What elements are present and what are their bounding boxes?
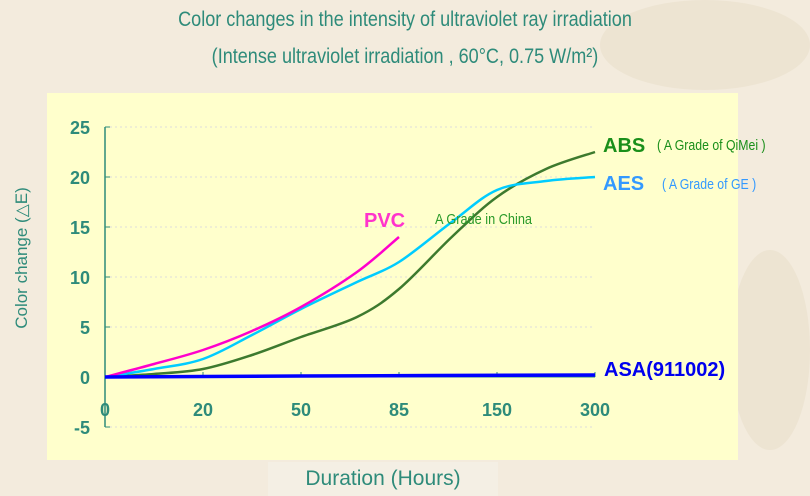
series-line-abs bbox=[104, 150, 596, 379]
x-tick-label: 150 bbox=[482, 400, 512, 420]
abs-note: ( A Grade of QiMei ) bbox=[657, 137, 766, 153]
series-line-pvc bbox=[104, 236, 400, 379]
plot-panel bbox=[47, 93, 738, 460]
background-decoration bbox=[730, 250, 810, 450]
y-tick-label: 20 bbox=[70, 168, 90, 188]
x-tick-label: 50 bbox=[291, 400, 311, 420]
abs-label: ABS bbox=[603, 135, 645, 157]
background-decoration bbox=[600, 0, 810, 90]
series-line-asa911002 bbox=[104, 373, 596, 379]
y-tick-label: 10 bbox=[70, 268, 90, 288]
chart-title: Color changes in the intensity of ultrav… bbox=[178, 8, 632, 31]
x-tick-label: 20 bbox=[193, 400, 213, 420]
y-tick-label: 5 bbox=[80, 318, 90, 338]
x-tick-label: 300 bbox=[580, 400, 610, 420]
asa-label: ASA(911002) bbox=[604, 359, 725, 381]
y-tick-label: 15 bbox=[70, 218, 90, 238]
x-tick-label: 0 bbox=[100, 400, 110, 420]
chart-subtitle: (Intense ultraviolet irradiation , 60°C,… bbox=[211, 45, 599, 68]
x-axis-label: Duration (Hours) bbox=[268, 462, 498, 496]
y-tick-label: -5 bbox=[74, 418, 90, 438]
y-tick-label: 25 bbox=[70, 118, 90, 138]
y-axis-label: Color change (△E) bbox=[12, 187, 31, 329]
china-label: A Grade in China bbox=[435, 210, 532, 227]
aes-note: ( A Grade of GE ) bbox=[662, 176, 756, 192]
x-tick-label: 85 bbox=[389, 400, 409, 420]
aes-label: AES bbox=[603, 173, 644, 195]
pvc-label: PVC bbox=[364, 210, 405, 232]
y-tick-label: 0 bbox=[80, 368, 90, 388]
series-line-aes bbox=[104, 175, 596, 379]
